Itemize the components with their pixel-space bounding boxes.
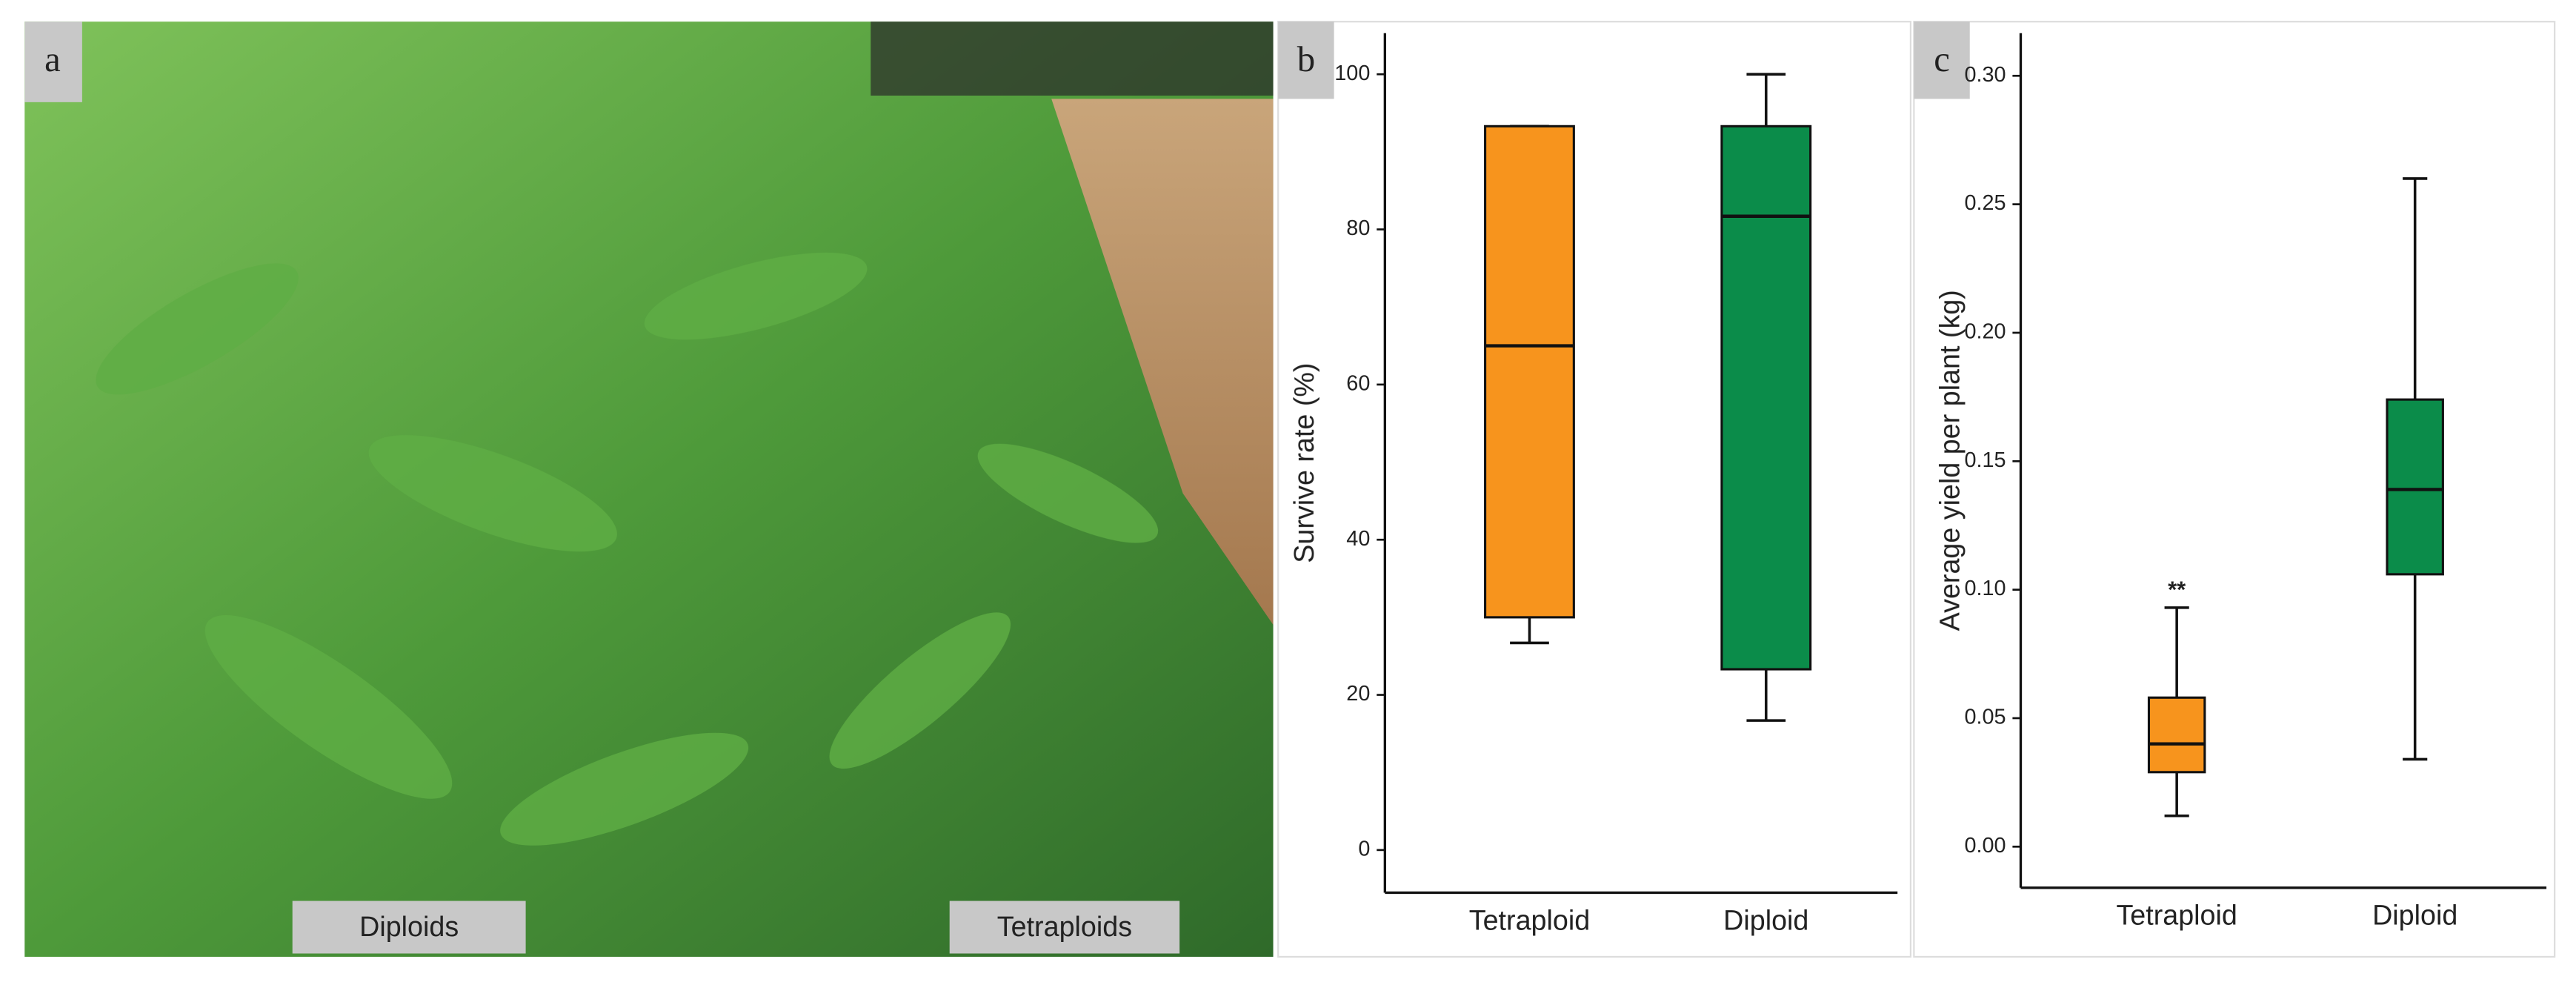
y-tick-label: 40 <box>1346 527 1370 551</box>
foliage <box>96 252 1159 846</box>
photo-panel: a Diploids Tetraploids <box>24 21 1274 957</box>
y-tick-label: 0 <box>1358 837 1370 860</box>
y-tick-label: 60 <box>1346 371 1370 395</box>
box <box>2386 398 2444 576</box>
y-tick-label: 0.10 <box>1964 577 2006 600</box>
chart-panel: c 0.00 0.05 0.10 0.15 0.20 0.25 0.30 Tetraploid D… <box>1913 21 2556 958</box>
annotation: ** <box>2168 577 2186 603</box>
x-tick-label: Diploid <box>1723 904 1808 935</box>
panel-label-box <box>1914 21 1970 99</box>
x-tick-label: Tetraploid <box>1469 904 1590 935</box>
photo-label-box <box>949 901 1180 954</box>
photo-label: Tetraploids <box>997 911 1132 942</box>
chart-panel: b 0 20 40 60 80 100 Tetraploid Diploid Survive ra… <box>1277 21 1912 958</box>
x-tick-label: Diploid <box>2372 900 2457 931</box>
y-tick-label: 0.30 <box>1964 63 2006 87</box>
photo-label: Diploids <box>359 911 459 942</box>
box <box>1484 125 1575 619</box>
y-tick-label: 0.05 <box>1964 706 2006 729</box>
y-tick-label: 100 <box>1334 62 1370 85</box>
y-tick-label: 20 <box>1346 682 1370 706</box>
y-tick-label: 80 <box>1346 216 1370 240</box>
y-tick-label: 0.00 <box>1964 834 2006 858</box>
panel-frame <box>1277 21 1912 958</box>
y-tick-label: 0.25 <box>1964 191 2006 215</box>
box <box>2147 696 2206 774</box>
y-tick-label: 0.20 <box>1964 320 2006 344</box>
panel-frame <box>1913 21 2556 958</box>
photo-label-box <box>292 901 526 954</box>
soil <box>1051 99 1274 626</box>
panel-label: b <box>1297 39 1315 79</box>
x-tick-label: Tetraploid <box>2116 900 2237 931</box>
panel-label-box <box>24 21 82 102</box>
box <box>1720 125 1812 671</box>
y-axis-label: Average yield per plant (kg) <box>1934 290 1965 631</box>
panel-label-box <box>1278 21 1334 99</box>
panel-label: c <box>1934 39 1950 79</box>
fence <box>871 21 1274 96</box>
y-tick-label: 0.15 <box>1964 448 2006 472</box>
y-axis-label: Survive rate (%) <box>1288 362 1319 563</box>
panel-label: a <box>44 39 61 79</box>
